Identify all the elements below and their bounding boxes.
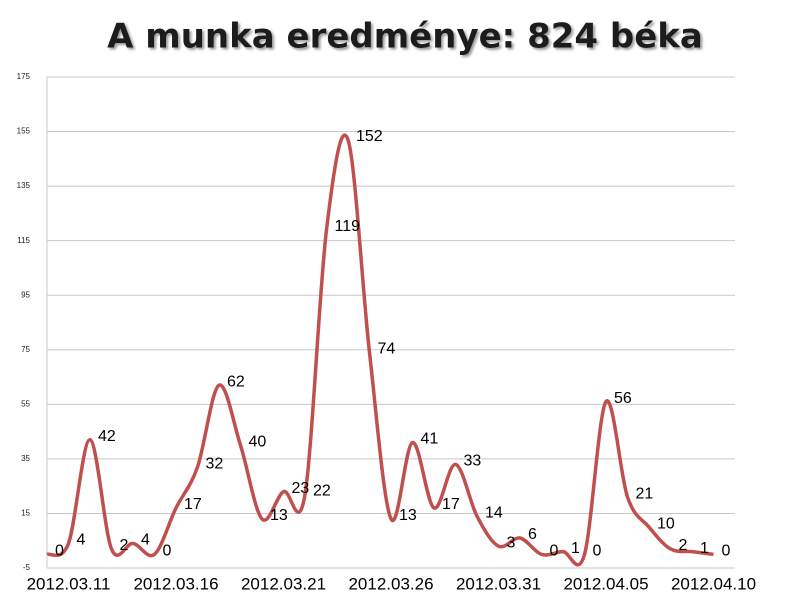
data-label: 6 (528, 526, 537, 543)
data-label: 21 (636, 485, 654, 502)
data-label: 0 (550, 543, 559, 560)
data-label: 0 (163, 543, 172, 560)
data-label: 17 (184, 496, 202, 513)
data-label: 42 (98, 428, 116, 445)
data-label: 23 (292, 480, 310, 497)
data-label: 62 (227, 373, 245, 390)
data-label: 0 (55, 543, 64, 560)
y-tick-label: 95 (21, 290, 30, 299)
data-label: 0 (593, 543, 602, 560)
y-tick-label: 75 (21, 345, 30, 354)
data-label: 0 (722, 543, 731, 560)
data-label: 17 (442, 496, 460, 513)
data-label: 41 (421, 431, 439, 448)
x-tick-label: 2012.03.26 (348, 574, 433, 593)
data-label: 13 (399, 507, 417, 524)
data-label: 119 (335, 218, 361, 235)
data-label: 33 (464, 453, 482, 470)
y-tick-label: -5 (23, 563, 31, 572)
y-tick-label: 35 (21, 454, 30, 463)
x-tick-label: 2012.03.11 (27, 574, 111, 593)
x-tick-label: 2012.04.10 (671, 574, 756, 593)
data-label: 4 (141, 532, 150, 549)
data-label: 10 (657, 515, 675, 532)
y-tick-label: 155 (17, 127, 31, 136)
data-label: 152 (356, 128, 383, 145)
line (46, 133, 714, 567)
x-tick-label: 2012.03.31 (456, 574, 541, 593)
data-label: 1 (571, 540, 580, 557)
y-tick-label: 175 (17, 72, 31, 81)
data-label: 56 (614, 390, 632, 407)
data-label: 2 (120, 537, 129, 554)
x-tick-label: 2012.04.05 (563, 574, 648, 593)
y-tick-label: 135 (17, 181, 31, 190)
data-label: 13 (270, 507, 288, 524)
data-label: 4 (77, 532, 86, 549)
y-tick-label: 15 (21, 509, 30, 518)
chart-title: A munka eredménye: 824 béka (107, 17, 703, 57)
x-tick-label: 2012.03.16 (133, 574, 218, 593)
data-label: 74 (378, 341, 396, 358)
x-tick-label: 2012.03.21 (241, 574, 326, 593)
data-label: 22 (313, 483, 331, 500)
data-label: 3 (507, 534, 516, 551)
y-tick-label: 55 (21, 399, 30, 408)
y-tick-label: 115 (17, 236, 30, 245)
data-label: 32 (206, 455, 224, 472)
data-label: 2 (679, 537, 688, 554)
data-label: 1 (700, 540, 709, 557)
data-label: 14 (485, 504, 503, 521)
data-label: 40 (249, 433, 267, 450)
